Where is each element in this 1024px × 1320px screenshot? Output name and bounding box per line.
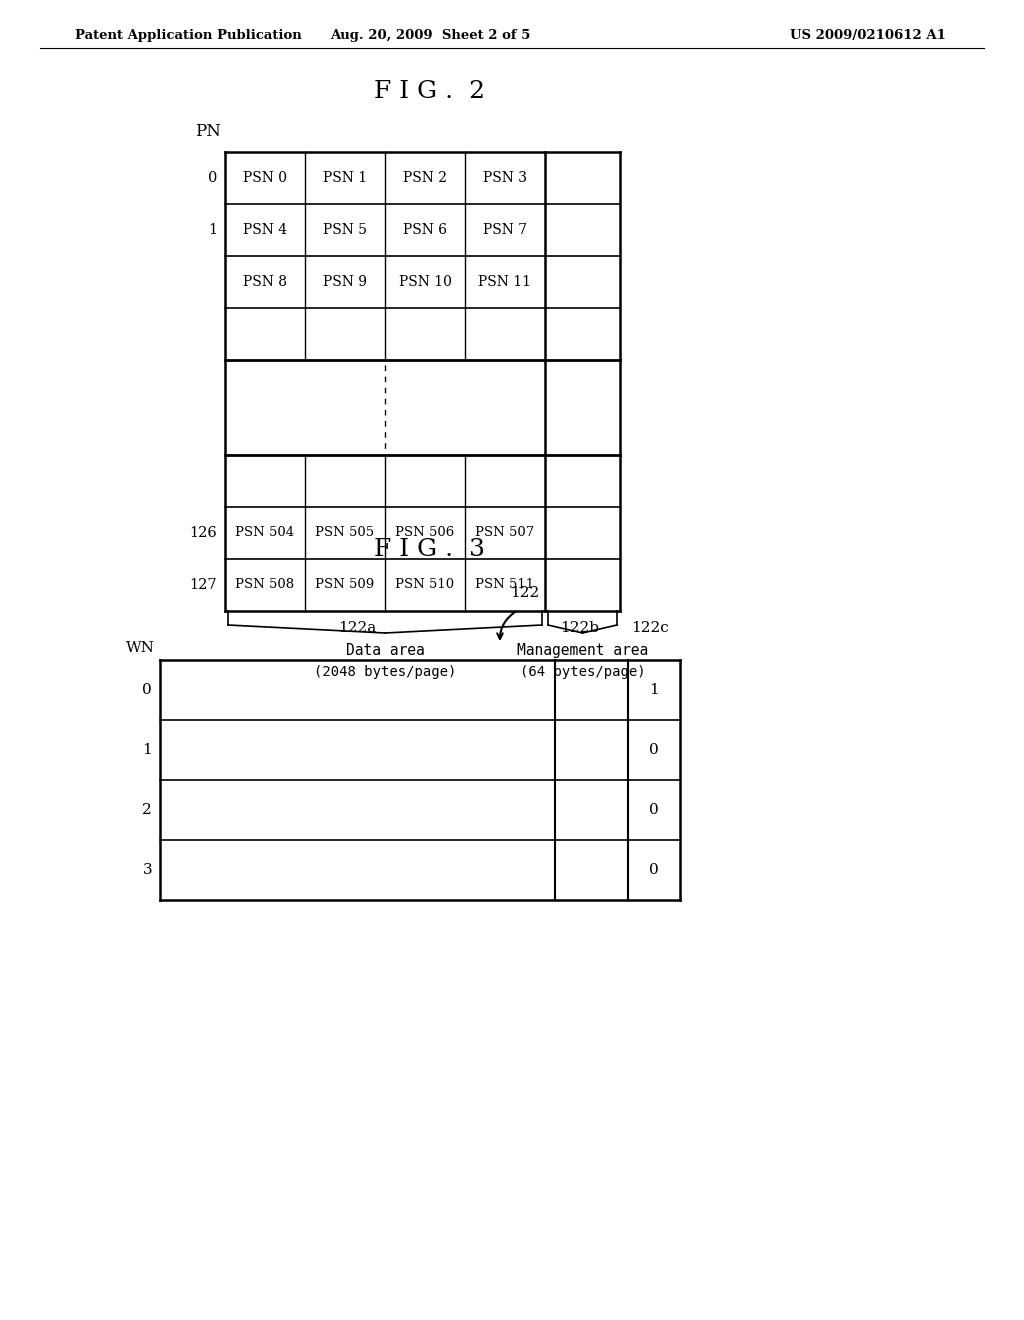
Text: 1: 1 [208,223,217,238]
Text: 0: 0 [649,863,658,876]
Text: PSN 2: PSN 2 [403,172,447,185]
Text: Management area: Management area [517,643,648,657]
Text: PSN 11: PSN 11 [478,275,531,289]
Text: (2048 bytes/page): (2048 bytes/page) [313,665,456,678]
Text: 1: 1 [142,743,152,756]
Text: 122a: 122a [339,620,377,635]
Text: PSN 3: PSN 3 [483,172,527,185]
Text: 122: 122 [510,586,540,601]
Text: PSN 4: PSN 4 [243,223,287,238]
Text: F I G .  2: F I G . 2 [375,81,485,103]
Text: PSN 506: PSN 506 [395,527,455,540]
Text: PSN 10: PSN 10 [398,275,452,289]
Text: PSN 507: PSN 507 [475,527,535,540]
Text: PSN 510: PSN 510 [395,578,455,591]
Text: Aug. 20, 2009  Sheet 2 of 5: Aug. 20, 2009 Sheet 2 of 5 [330,29,530,41]
Text: PSN 8: PSN 8 [243,275,287,289]
Text: 0: 0 [649,743,658,756]
Text: PSN 509: PSN 509 [315,578,375,591]
Text: PSN 505: PSN 505 [315,527,375,540]
Text: (64 bytes/page): (64 bytes/page) [520,665,645,678]
Text: PSN 508: PSN 508 [236,578,295,591]
Text: PSN 511: PSN 511 [475,578,535,591]
Text: PSN 5: PSN 5 [323,223,367,238]
Text: WN: WN [126,642,155,655]
Text: US 2009/0210612 A1: US 2009/0210612 A1 [790,29,946,41]
Text: 1: 1 [649,682,658,697]
Text: PSN 0: PSN 0 [243,172,287,185]
Text: F I G .  3: F I G . 3 [375,539,485,561]
Text: 3: 3 [142,863,152,876]
Text: PSN 7: PSN 7 [483,223,527,238]
Text: 126: 126 [189,525,217,540]
Text: 122b: 122b [560,620,599,635]
Text: PSN 1: PSN 1 [323,172,367,185]
Text: PSN 6: PSN 6 [403,223,447,238]
Text: Patent Application Publication: Patent Application Publication [75,29,302,41]
Text: PN: PN [195,123,221,140]
Text: 127: 127 [189,578,217,591]
Text: PSN 504: PSN 504 [236,527,295,540]
Text: PSN 9: PSN 9 [323,275,367,289]
Text: 0: 0 [142,682,152,697]
Text: 122c: 122c [631,620,669,635]
Text: 0: 0 [649,803,658,817]
Text: 2: 2 [142,803,152,817]
Text: Data area: Data area [346,643,424,657]
Text: 0: 0 [208,172,217,185]
